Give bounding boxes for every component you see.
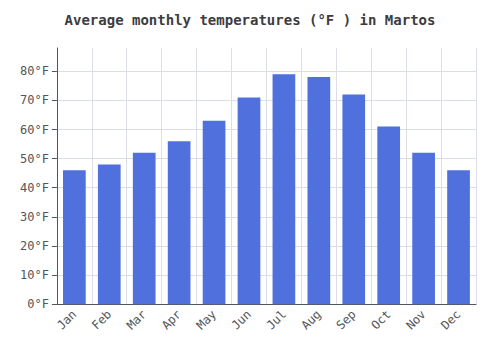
svg-text:Jul: Jul — [264, 307, 289, 332]
svg-text:0°F: 0°F — [27, 297, 49, 311]
svg-text:Dec: Dec — [438, 307, 463, 332]
svg-text:Apr: Apr — [159, 307, 184, 332]
svg-text:Oct: Oct — [368, 307, 393, 332]
svg-text:40°F: 40°F — [20, 181, 49, 195]
svg-text:Aug: Aug — [299, 307, 324, 332]
svg-text:Jun: Jun — [229, 307, 254, 332]
svg-text:Feb: Feb — [89, 307, 114, 332]
svg-text:Jan: Jan — [54, 307, 79, 332]
svg-text:Average monthly temperatures (: Average monthly temperatures (°F ) in Ma… — [65, 12, 436, 28]
svg-text:Nov: Nov — [403, 307, 428, 332]
svg-text:Sep: Sep — [333, 307, 358, 332]
svg-text:10°F: 10°F — [20, 268, 49, 282]
svg-text:80°F: 80°F — [20, 64, 49, 78]
svg-text:30°F: 30°F — [20, 210, 49, 224]
svg-text:May: May — [194, 307, 219, 332]
svg-text:60°F: 60°F — [20, 123, 49, 137]
svg-text:70°F: 70°F — [20, 93, 49, 107]
svg-text:50°F: 50°F — [20, 152, 49, 166]
svg-text:Mar: Mar — [124, 307, 149, 332]
svg-text:20°F: 20°F — [20, 239, 49, 253]
